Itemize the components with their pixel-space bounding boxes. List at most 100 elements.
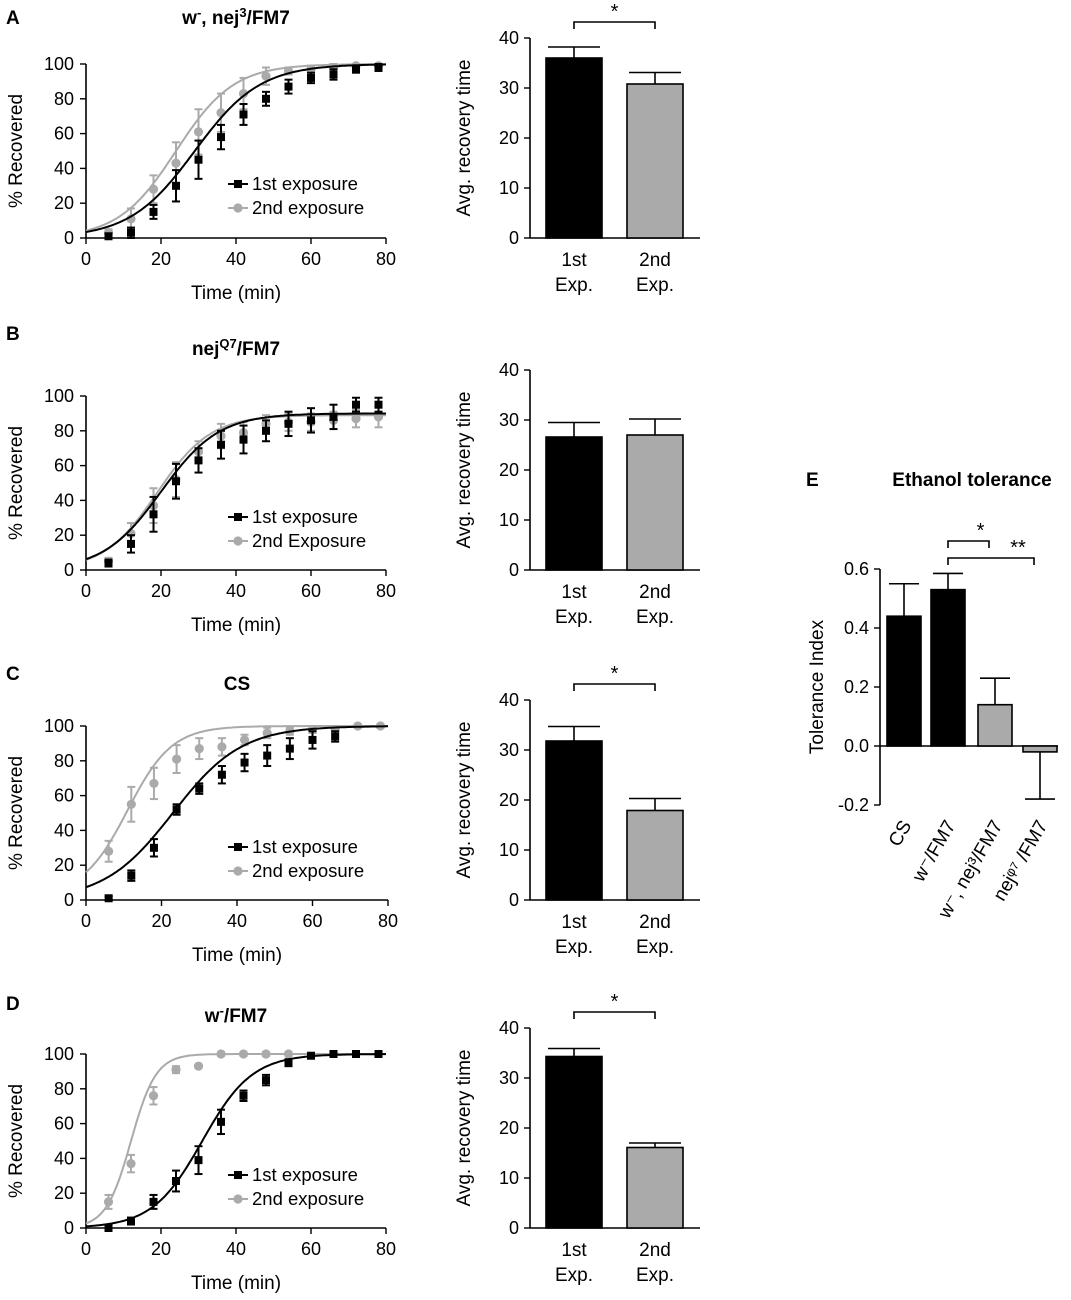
x-axis-label: Time (min) (191, 1273, 281, 1294)
data-point (216, 1049, 226, 1059)
x-axis-label: Time (min) (192, 945, 282, 966)
x-tick-label: 60 (302, 911, 322, 931)
category-label: CS (885, 817, 916, 850)
data-point (352, 400, 360, 409)
x-axis-label: Time (min) (191, 615, 281, 636)
y-tick-label: 30 (499, 740, 519, 760)
y-tick-label: 60 (54, 456, 74, 476)
legend-label: 2nd exposure (252, 197, 364, 218)
chart-title: nejQ7/FM7 (192, 336, 280, 361)
chart-title: CS (224, 674, 250, 695)
bar (930, 588, 966, 747)
x-tick-label: 40 (226, 1239, 246, 1259)
data-point (217, 770, 226, 779)
y-tick-label: 0 (509, 1218, 519, 1238)
data-point (374, 400, 383, 409)
fit-curve-1 (85, 63, 386, 233)
line-chart-C: C CS 0 20 40 60 80 0 20 40 60 80 100 Time (min) % Reco… (6, 664, 398, 966)
y-tick-label: 60 (54, 786, 74, 806)
title-end: /FM7 (247, 8, 290, 29)
data-point (149, 1197, 158, 1206)
category-label: Exp. (555, 1265, 593, 1286)
data-point (171, 158, 181, 168)
data-point (329, 1050, 338, 1058)
y-tick-label: 40 (499, 28, 519, 48)
legend-label: 2nd Exposure (252, 530, 366, 551)
fit-curve-1 (85, 725, 388, 889)
data-point (126, 799, 136, 809)
data-point (239, 1091, 248, 1100)
panel-label: B (6, 324, 20, 345)
data-point (240, 758, 249, 767)
y-tick-label: 0.0 (844, 736, 869, 756)
data-point (127, 871, 136, 880)
data-point (217, 440, 225, 449)
y-tick-label: 20 (499, 790, 519, 810)
data-point (238, 1049, 249, 1059)
y-tick-label: 40 (54, 158, 74, 178)
data-point (194, 744, 204, 754)
chart-title: Ethanol tolerance (892, 470, 1051, 491)
data-point (126, 1159, 136, 1169)
data-point (127, 1217, 135, 1226)
category-label: Exp. (636, 275, 674, 296)
data-point (352, 1050, 360, 1058)
data-point (217, 742, 227, 752)
x-tick-label: 20 (151, 911, 171, 931)
category-label: 2nd (639, 912, 671, 933)
data-point (104, 846, 114, 856)
significance-bracket (573, 21, 656, 29)
category-label: Exp. (636, 1265, 674, 1286)
y-axis-label: % Recovered (6, 1084, 27, 1198)
data-point (149, 778, 159, 789)
data-point (217, 133, 225, 142)
x-tick-label: 0 (81, 249, 91, 269)
y-tick-label: 20 (54, 525, 74, 545)
category-label: Exp. (555, 607, 593, 628)
y-tick-label: 40 (54, 1148, 74, 1168)
significance-label: * (611, 991, 619, 1013)
data-point (172, 754, 182, 764)
bar (545, 1055, 603, 1229)
bar (545, 740, 603, 901)
significance-label: * (977, 520, 985, 542)
x-tick-label: 40 (226, 249, 246, 269)
y-axis-label: % Recovered (6, 426, 27, 540)
data-point (104, 894, 113, 903)
x-tick-label: 60 (301, 581, 321, 601)
data-point (238, 88, 249, 99)
legend-marker (233, 536, 243, 546)
bar (886, 615, 922, 747)
legend-marker (233, 866, 243, 876)
y-tick-label: 10 (499, 840, 519, 860)
data-point (261, 1049, 271, 1059)
y-tick-label: 40 (54, 820, 74, 840)
y-tick-label: 40 (54, 490, 74, 510)
y-tick-label: 0.6 (844, 559, 869, 579)
y-tick-label: 40 (499, 360, 519, 380)
significance-label: * (611, 1, 619, 23)
category-label: 2nd (639, 582, 671, 603)
data-point (194, 456, 203, 465)
y-tick-label: 20 (54, 855, 74, 875)
data-point (172, 1177, 180, 1186)
data-point (127, 228, 135, 237)
chart-title: w-/FM7 (204, 1003, 267, 1028)
data-point (194, 1156, 203, 1165)
data-point (262, 1076, 270, 1085)
y-tick-label: 0 (509, 890, 519, 910)
x-axis-label: Time (min) (191, 283, 281, 304)
legend-marker (234, 513, 242, 521)
bar-chart-E: E Ethanol tolerance -0.2 0.0 0.2 0.4 0.6 Tolera… (806, 470, 1058, 923)
y-tick-label: 60 (54, 124, 74, 144)
category-label: 2nd (639, 250, 671, 271)
data-point (149, 510, 158, 519)
y-tick-label: 80 (54, 89, 74, 109)
y-tick-label: 20 (499, 128, 519, 148)
category-label: 1st (561, 582, 587, 603)
category-label: Exp. (636, 937, 674, 958)
y-tick-label: 80 (54, 421, 74, 441)
data-point (172, 477, 180, 486)
